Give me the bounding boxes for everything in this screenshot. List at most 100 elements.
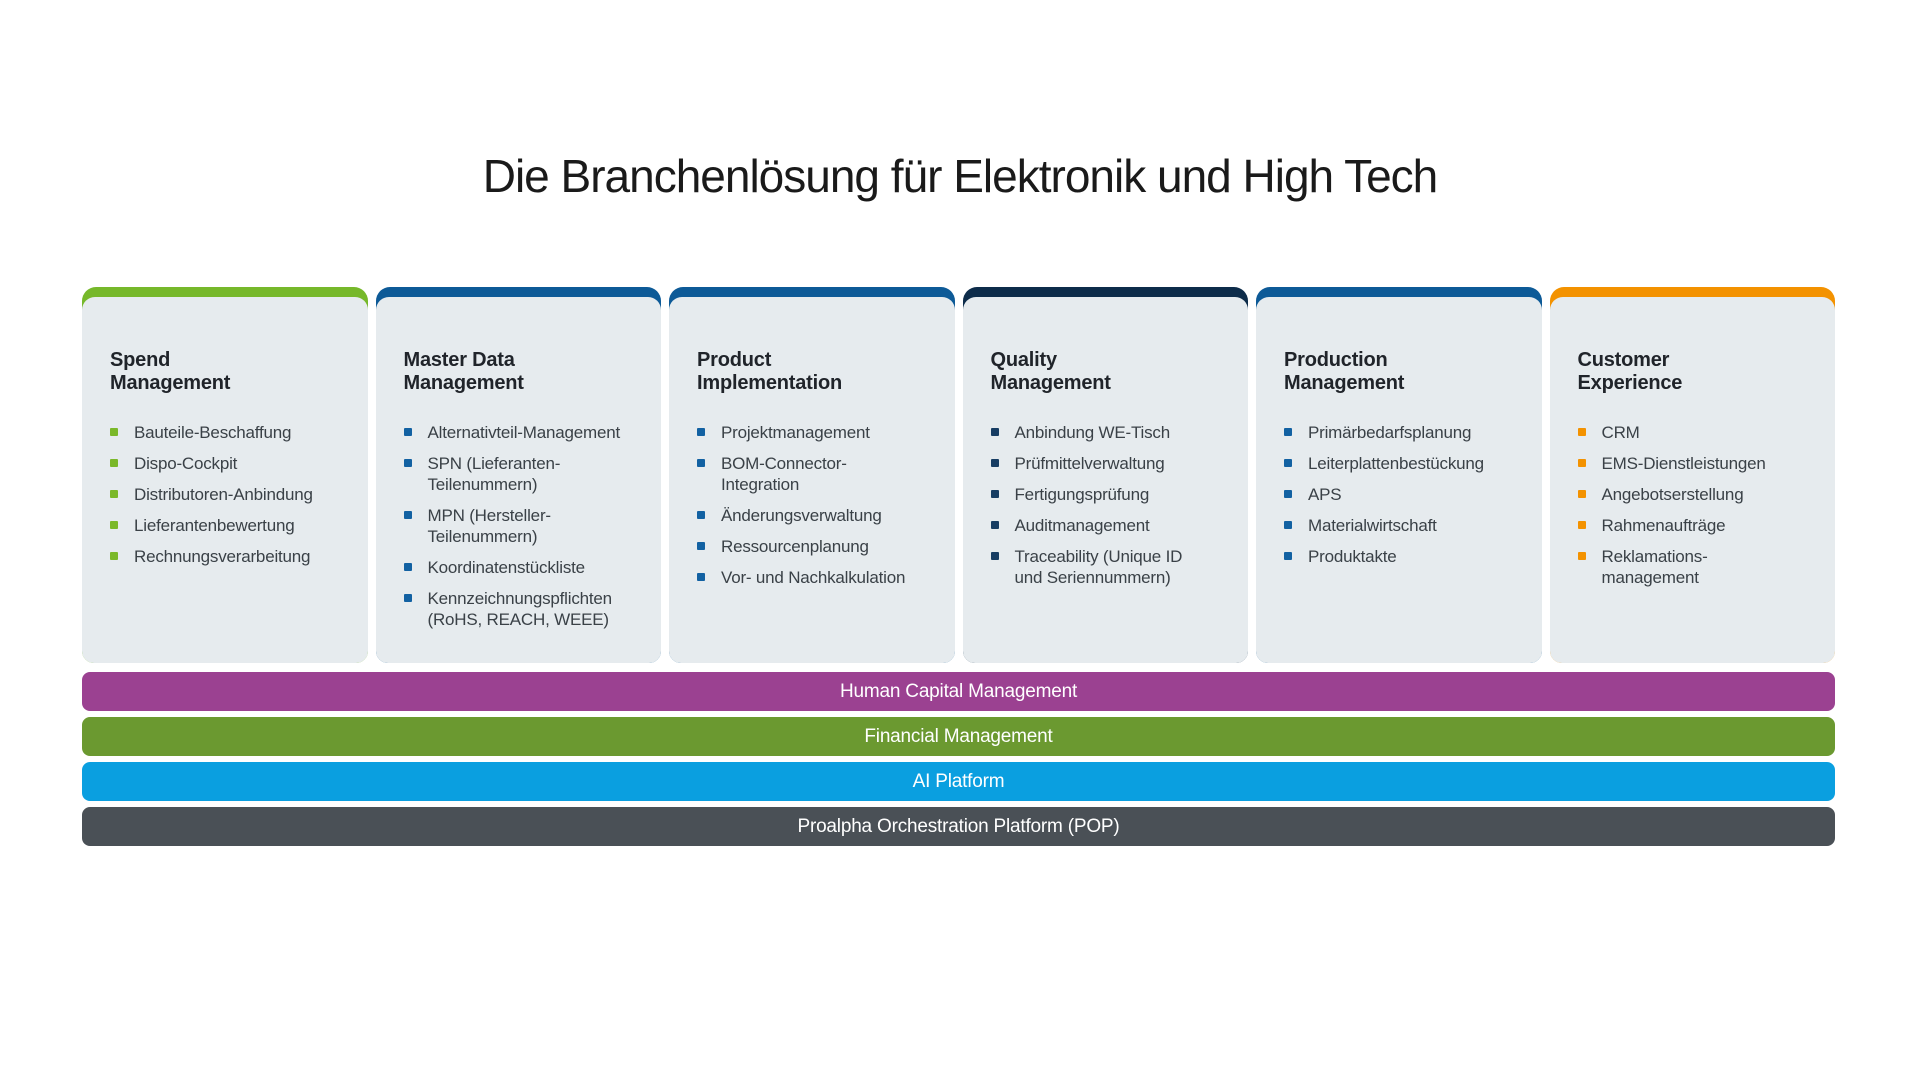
square-bullet-icon bbox=[110, 490, 118, 498]
list-item: Traceability (Unique ID und Seriennummer… bbox=[990, 546, 1227, 588]
list-item-label: Primärbedarfsplanung bbox=[1308, 423, 1472, 442]
list-item-label: Anbindung WE-Tisch bbox=[1014, 423, 1171, 442]
solution-columns: Spend Management Bauteile-Beschaffung Disp… bbox=[82, 287, 1835, 663]
square-bullet-icon bbox=[1577, 552, 1586, 560]
square-bullet-icon bbox=[990, 428, 999, 436]
list-item: Kennzeichnungspflichten (RoHS, REACH, WE… bbox=[403, 588, 640, 630]
list-item-label: Vor- und Nachkalkulation bbox=[721, 568, 906, 587]
list-item-label: Auditmanagement bbox=[1014, 516, 1150, 535]
square-bullet-icon bbox=[110, 521, 118, 529]
square-bullet-icon bbox=[990, 521, 999, 529]
list-item-label: CRM bbox=[1601, 423, 1640, 442]
list-item: APS bbox=[1284, 484, 1520, 505]
list-item-label: Projektmanagement bbox=[721, 423, 870, 442]
square-bullet-icon bbox=[697, 428, 705, 436]
platform-bars: Human Capital Management Financial Manage… bbox=[82, 672, 1835, 852]
list-item-label: Distributoren-Anbindung bbox=[134, 485, 313, 504]
list-item-label: Materialwirtschaft bbox=[1308, 516, 1437, 535]
card-heading: Master Data Management bbox=[403, 349, 524, 394]
card-body: Spend Management Bauteile-Beschaffung Disp… bbox=[82, 297, 368, 663]
list-item: Rahmenaufträge bbox=[1577, 515, 1814, 536]
list-item: Primärbedarfsplanung bbox=[1284, 422, 1520, 443]
square-bullet-icon bbox=[1284, 552, 1292, 560]
list-item-label: Kennzeichnungspflichten (RoHS, REACH, WE… bbox=[427, 589, 613, 629]
page-title: Die Branchenlösung für Elektronik und Hi… bbox=[482, 149, 1439, 202]
square-bullet-icon bbox=[697, 459, 705, 467]
list-item-label: Produktakte bbox=[1308, 547, 1397, 566]
list-item: Prüfmittelverwaltung bbox=[990, 453, 1227, 474]
card-heading: Customer Experience bbox=[1577, 349, 1683, 394]
list-item-label: Koordinatenstückliste bbox=[427, 558, 586, 577]
platform-bar-ai-platform: AI Platform bbox=[82, 762, 1835, 801]
list-item: Dispo-Cockpit bbox=[110, 453, 346, 474]
square-bullet-icon bbox=[403, 563, 412, 571]
card-production-management: Production Management Primärbedarfsplanun… bbox=[1256, 287, 1542, 663]
square-bullet-icon bbox=[1284, 428, 1292, 436]
list-item-label: APS bbox=[1308, 485, 1342, 504]
list-item-label: Traceability (Unique ID und Seriennummer… bbox=[1014, 547, 1183, 587]
square-bullet-icon bbox=[697, 573, 705, 581]
list-item: Änderungsverwaltung bbox=[697, 505, 933, 526]
square-bullet-icon bbox=[1284, 459, 1292, 467]
platform-bar-label: Financial Management bbox=[864, 725, 1053, 747]
square-bullet-icon bbox=[1577, 428, 1586, 436]
card-product-implementation: Product Implementation Projektmanagement B… bbox=[669, 287, 955, 663]
list-item-label: BOM-Connector- Integration bbox=[721, 454, 847, 494]
list-item-label: Prüfmittelverwaltung bbox=[1014, 454, 1165, 473]
platform-bar-financial-management: Financial Management bbox=[82, 717, 1835, 756]
list-item: Vor- und Nachkalkulation bbox=[697, 567, 933, 588]
platform-bar-label: Proalpha Orchestration Platform (POP) bbox=[797, 815, 1120, 837]
list-item: EMS-Dienstleistungen bbox=[1577, 453, 1814, 474]
card-body: Quality Management Anbindung WE-Tisch Prüf… bbox=[962, 297, 1248, 663]
card-body: Product Implementation Projektmanagement B… bbox=[669, 297, 955, 663]
list-item-label: EMS-Dienstleistungen bbox=[1601, 454, 1766, 473]
square-bullet-icon bbox=[403, 594, 412, 602]
card-spend-management: Spend Management Bauteile-Beschaffung Disp… bbox=[82, 287, 368, 663]
list-item: Angebotserstellung bbox=[1577, 484, 1814, 505]
card-heading: Spend Management bbox=[110, 349, 231, 394]
list-item-label: Lieferantenbewertung bbox=[134, 516, 295, 535]
list-item-label: Dispo-Cockpit bbox=[134, 454, 238, 473]
list-item-label: Angebotserstellung bbox=[1601, 485, 1744, 504]
square-bullet-icon bbox=[403, 428, 412, 436]
card-customer-experience: Customer Experience CRM EMS-Dienstleistung… bbox=[1549, 287, 1835, 663]
square-bullet-icon bbox=[1577, 490, 1586, 498]
square-bullet-icon bbox=[110, 428, 118, 436]
card-body: Master Data Management Alternativteil-Man… bbox=[375, 297, 661, 663]
square-bullet-icon bbox=[1577, 521, 1586, 529]
list-item: Fertigungsprüfung bbox=[990, 484, 1227, 505]
square-bullet-icon bbox=[403, 459, 412, 467]
list-item: Lieferantenbewertung bbox=[110, 515, 346, 536]
list-item-label: Änderungsverwaltung bbox=[721, 506, 882, 525]
list-item-label: Rechnungsverarbeitung bbox=[134, 547, 311, 566]
square-bullet-icon bbox=[1284, 521, 1292, 529]
square-bullet-icon bbox=[110, 459, 118, 467]
card-quality-management: Quality Management Anbindung WE-Tisch Prüf… bbox=[962, 287, 1248, 663]
card-heading: Product Implementation bbox=[697, 349, 842, 394]
square-bullet-icon bbox=[990, 552, 999, 560]
platform-bar-human-capital-management: Human Capital Management bbox=[82, 672, 1835, 711]
list-item: BOM-Connector- Integration bbox=[697, 453, 933, 495]
list-item-label: Alternativteil-Management bbox=[427, 423, 621, 442]
list-item: CRM bbox=[1577, 422, 1814, 443]
list-item: Alternativteil-Management bbox=[403, 422, 640, 443]
card-body: Production Management Primärbedarfsplanun… bbox=[1256, 297, 1542, 663]
platform-bar-proalpha-orchestration-platform: Proalpha Orchestration Platform (POP) bbox=[82, 807, 1835, 846]
list-item: Bauteile-Beschaffung bbox=[110, 422, 346, 443]
card-heading: Production Management bbox=[1284, 349, 1405, 394]
list-item-label: Reklamations- management bbox=[1601, 547, 1708, 587]
list-item-label: Ressourcenplanung bbox=[721, 537, 869, 556]
square-bullet-icon bbox=[1577, 459, 1586, 467]
platform-bar-label: Human Capital Management bbox=[839, 680, 1078, 702]
list-item: Distributoren-Anbindung bbox=[110, 484, 346, 505]
list-item: Rechnungsverarbeitung bbox=[110, 546, 346, 567]
list-item: Auditmanagement bbox=[990, 515, 1227, 536]
list-item: Produktakte bbox=[1284, 546, 1520, 567]
list-item: Leiterplattenbestückung bbox=[1284, 453, 1520, 474]
card-body: Customer Experience CRM EMS-Dienstleistung… bbox=[1549, 297, 1835, 663]
square-bullet-icon bbox=[1284, 490, 1292, 498]
list-item-label: Bauteile-Beschaffung bbox=[134, 423, 292, 442]
list-item-label: Fertigungsprüfung bbox=[1014, 485, 1150, 504]
square-bullet-icon bbox=[990, 490, 999, 498]
